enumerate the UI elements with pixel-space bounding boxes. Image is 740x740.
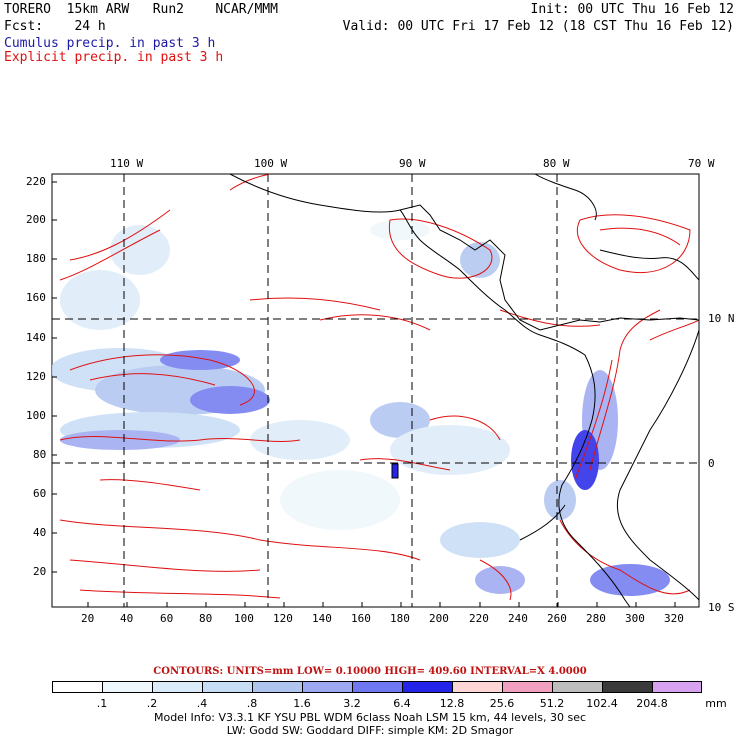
header-model: TORERO 15km ARW Run2 NCAR/MMM [4,2,278,17]
y-tick-label: 180 [26,252,46,265]
x-tick-label: 220 [469,612,489,625]
x-tick-label: 80 [199,612,213,625]
x-tick-label: 300 [625,612,645,625]
lat-label: 10 N [708,312,735,325]
colorbar-cell [252,681,303,693]
x-tick-label: 240 [508,612,528,625]
y-tick-label: 220 [26,175,46,188]
header-fcst: Fcst: 24 h [4,19,106,34]
x-tick-label: 120 [273,612,293,625]
colorbar-cell [502,681,553,693]
colorbar-label: 6.4 [393,697,411,710]
colorbar-label: 204.8 [636,697,668,710]
lat-lon-grid [52,174,699,607]
colorbar-label: .4 [196,697,208,710]
colorbar-label: .2 [146,697,158,710]
lon-label: 100 W [254,157,288,170]
y-tick-label: 120 [26,370,46,383]
y-tick-label: 140 [26,331,46,344]
lon-label: 80 W [543,157,570,170]
colorbar-cell [452,681,503,693]
x-tick-label: 60 [160,612,174,625]
colorbar-label: 51.2 [539,697,565,710]
y-tick-label: 60 [33,487,47,500]
colorbar-units: mm [705,697,727,710]
lat-label: 10 S [708,601,735,614]
colorbar-label: 3.2 [343,697,361,710]
colorbar-cell [202,681,253,693]
colorbar-cell [102,681,153,693]
x-tick-label: 180 [390,612,410,625]
lat-label: 0 [708,457,715,470]
colorbar-cell [152,681,203,693]
colorbar-label: .1 [96,697,108,710]
lon-label: 110 W [110,157,144,170]
x-tick-label: 320 [664,612,684,625]
colorbar-label: 12.8 [439,697,465,710]
colorbar-label: 102.4 [586,697,618,710]
y-tick-label: 160 [26,291,46,304]
axis-ticks [52,181,676,607]
x-tick-label: 20 [81,612,95,625]
x-tick-label: 260 [547,612,567,625]
contours-info: CONTOURS: UNITS=mm LOW= 0.10000 HIGH= 40… [153,666,587,677]
colorbar-label: 25.6 [489,697,515,710]
header-valid: Valid: 00 UTC Fri 17 Feb 12 (18 CST Thu … [342,19,734,34]
y-tick-label: 80 [33,448,47,461]
x-tick-label: 40 [120,612,134,625]
x-tick-label: 160 [351,612,371,625]
x-tick-label: 140 [312,612,332,625]
colorbar-label: .8 [246,697,258,710]
y-tick-label: 40 [33,526,47,539]
colorbar-cell [402,681,453,693]
colorbar-label: 1.6 [293,697,311,710]
land-outlines [229,174,699,607]
colorbar-cell [602,681,653,693]
y-tick-label: 20 [33,565,47,578]
x-tick-label: 100 [234,612,254,625]
y-tick-label: 200 [26,213,46,226]
lon-label: 90 W [399,157,426,170]
colorbar-cell [52,681,103,693]
legend-cumulus: Cumulus precip. in past 3 h [4,36,216,51]
lon-label: 70 W [688,157,715,170]
legend-explicit: Explicit precip. in past 3 h [4,50,224,65]
colorbar-cell [652,681,702,693]
x-tick-label: 280 [586,612,606,625]
header-init: Init: 00 UTC Thu 16 Feb 12 [530,2,735,17]
explicit-precip-contours [59,174,699,601]
colorbar-cell [552,681,603,693]
colorbar-cell [352,681,403,693]
x-tick-label: 200 [429,612,449,625]
y-tick-label: 100 [26,409,46,422]
colorbar-cell [302,681,353,693]
footer-model-info: Model Info: V3.3.1 KF YSU PBL WDM 6class… [153,711,587,724]
footer-physics: LW: Godd SW: Goddard DIFF: simple KM: 2D… [226,724,514,737]
